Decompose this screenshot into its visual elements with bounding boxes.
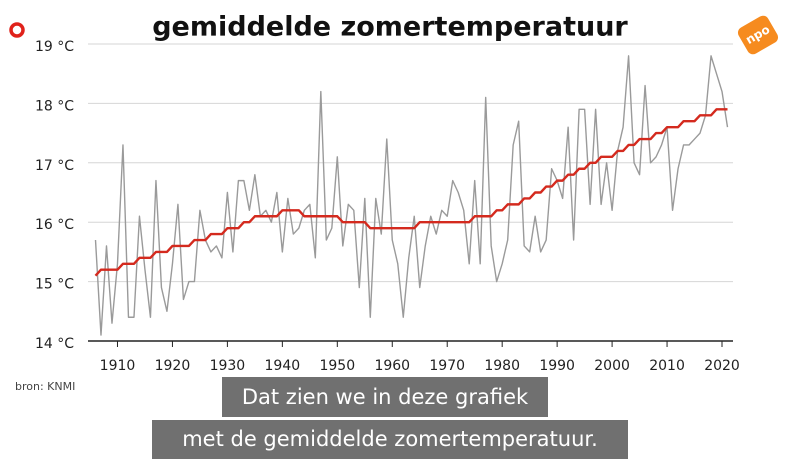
y-tick-label: 18 °C: [35, 98, 74, 114]
channel-icon: [9, 22, 25, 38]
x-tick-label: 1950: [319, 358, 355, 374]
x-tick-label: 1980: [484, 358, 520, 374]
x-tick-label: 1990: [539, 358, 575, 374]
caption-box: [222, 377, 548, 417]
logo: npo: [737, 15, 779, 55]
logo-badge: [737, 15, 779, 55]
x-tick-label: 2020: [704, 358, 740, 374]
x-tick-label: 2000: [594, 358, 630, 374]
series-line: [94, 55, 729, 336]
plot: 14 °C 15 °C 16 °C 17 °C 18 °C 19 °C 1910 1920 19…: [35, 39, 740, 374]
x-tick-label: 1910: [100, 358, 136, 374]
x-tick-label: 1940: [265, 358, 301, 374]
caption: met de gemiddelde zomertemperatuur.: [182, 427, 598, 451]
source: bron: KNMI: [15, 380, 75, 393]
x-tick-label: 1960: [374, 358, 410, 374]
caption-box: [152, 420, 628, 459]
y-tick-label: 19 °C: [35, 39, 74, 55]
x-tick-label: 1930: [210, 358, 246, 374]
y-tick-label: 14 °C: [35, 336, 74, 352]
y-tick-label: 17 °C: [35, 158, 74, 174]
chart-title: gemiddelde zomertemperatuur: [152, 12, 628, 43]
x-tick-label: 2010: [649, 358, 685, 374]
y-tick-label: 15 °C: [35, 277, 74, 293]
caption: Dat zien we in deze grafiek: [242, 385, 529, 409]
x-tick-label: 1970: [429, 358, 465, 374]
y-tick-label: 16 °C: [35, 217, 74, 233]
x-tick-label: 1920: [155, 358, 191, 374]
series-line: [94, 108, 728, 277]
